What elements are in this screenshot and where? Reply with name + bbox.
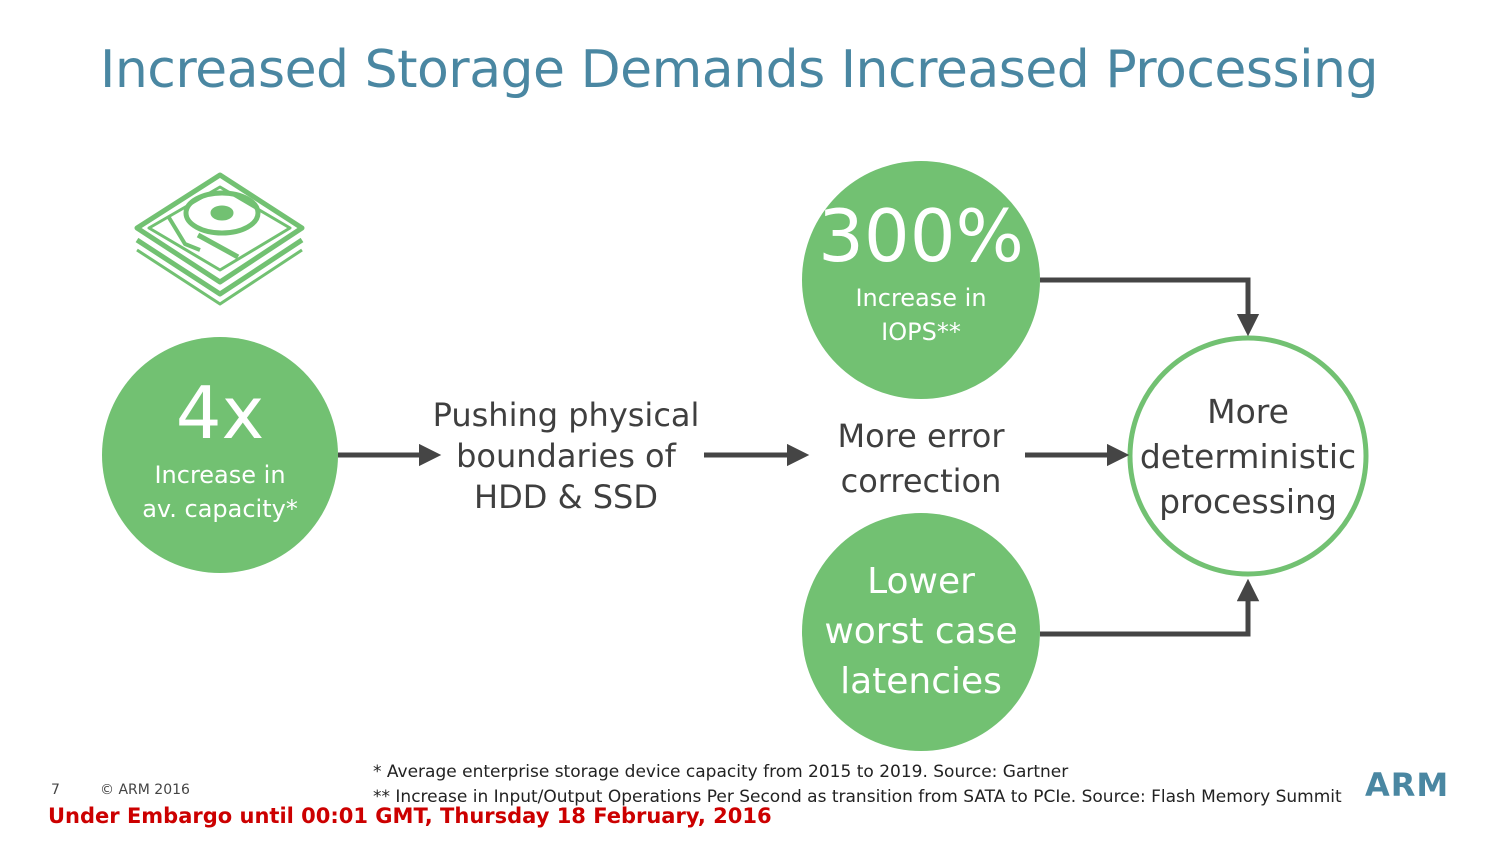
page-number: 7 xyxy=(51,782,60,798)
pushing-line3: HDD & SSD xyxy=(474,478,658,516)
capacity-label: 4x Increase in av. capacity* xyxy=(102,337,338,573)
footnotes: * Average enterprise storage device capa… xyxy=(373,760,1342,810)
outcome-label: More deterministic processing xyxy=(1130,338,1366,574)
iops-label: 300% Increase in IOPS** xyxy=(802,161,1040,399)
capacity-value: 4x xyxy=(175,371,265,455)
iops-line1: Increase in xyxy=(855,284,987,312)
iops-value: 300% xyxy=(818,194,1024,278)
latency-line2: worst case xyxy=(824,611,1018,652)
error-line1: More error xyxy=(837,417,1005,455)
outcome-line2: deterministic xyxy=(1139,436,1357,476)
page-title: Increased Storage Demands Increased Proc… xyxy=(100,40,1379,100)
pushing-line2: boundaries of xyxy=(456,437,676,475)
iops-circle xyxy=(802,161,1040,399)
error-line2: correction xyxy=(840,462,1002,500)
outcome-line3: processing xyxy=(1159,481,1337,521)
outcome-circle xyxy=(1127,335,1369,577)
pushing-label: Pushing physical boundaries of HDD & SSD xyxy=(430,395,702,518)
latency-label: Lower worst case latencies xyxy=(802,513,1040,751)
arrows xyxy=(338,277,1260,637)
capacity-line1: Increase in xyxy=(154,461,286,489)
arm-logo: ARM xyxy=(1365,766,1450,804)
footnote-2: ** Increase in Input/Output Operations P… xyxy=(373,787,1342,807)
capacity-line2: av. capacity* xyxy=(142,495,298,523)
embargo-notice: Under Embargo until 00:01 GMT, Thursday … xyxy=(48,804,772,828)
hard-drive-icon xyxy=(134,172,305,306)
capacity-circle xyxy=(102,337,338,573)
error-correction-label: More error correction xyxy=(812,414,1030,504)
arrow-latency-to-outcome xyxy=(1040,578,1260,637)
footnote-1: * Average enterprise storage device capa… xyxy=(373,762,1069,782)
pushing-line1: Pushing physical xyxy=(432,396,700,434)
iops-line2: IOPS** xyxy=(881,318,961,346)
latency-circle xyxy=(802,513,1040,751)
outcome-line1: More xyxy=(1207,391,1289,431)
arrow-iops-to-outcome xyxy=(1040,277,1260,337)
latency-line1: Lower xyxy=(867,561,975,602)
latency-line3: latencies xyxy=(840,661,1002,702)
copyright: © ARM 2016 xyxy=(100,782,190,798)
